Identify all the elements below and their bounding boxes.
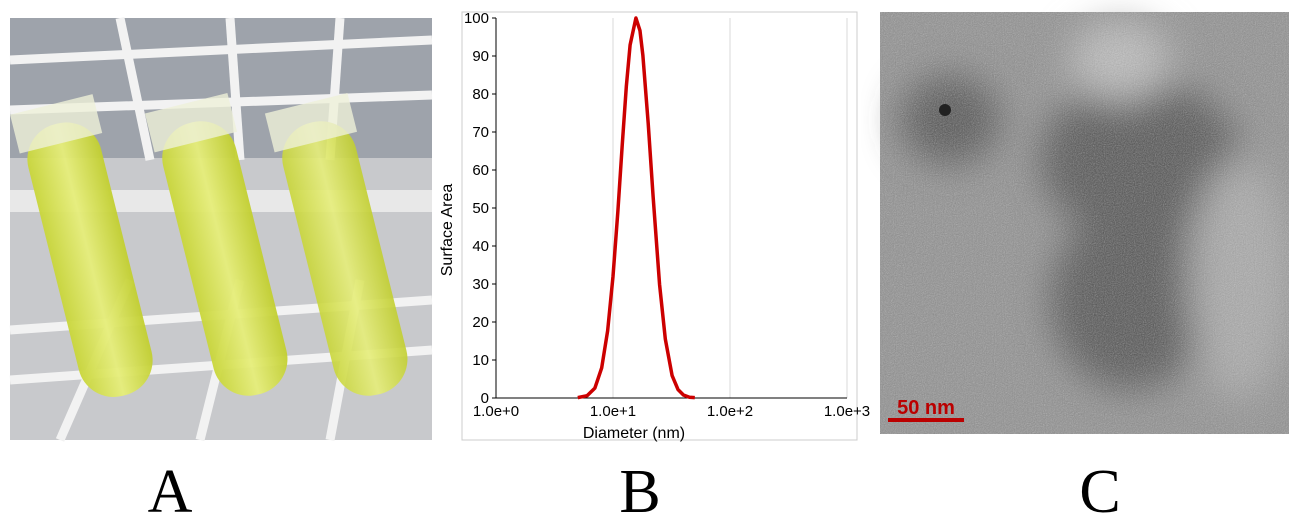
chart-frame (461, 11, 858, 441)
x-tick-label: 1.0e+2 (707, 403, 753, 420)
plot: 1.0e+0 1.0e+1 1.0e+2 1.0e+3 0 10 20 30 40 50 60 70 8… (464, 10, 870, 420)
y-tick-label: 10 (472, 352, 489, 369)
y-tick-label: 20 (472, 314, 489, 331)
y-tick-label: 90 (472, 48, 489, 65)
y-tick-label: 70 (472, 124, 489, 141)
y-tick-label: 0 (481, 390, 489, 407)
panel-label: A (148, 458, 193, 516)
photo-tubes (9, 17, 433, 442)
data-line (577, 16, 695, 400)
x-axis-label: Diameter (nm) (583, 425, 685, 442)
x-tick-label: 1.0e+0 (473, 403, 519, 420)
y-tick-label: 50 (472, 200, 489, 217)
x-tick-label: 1.0e+1 (590, 403, 636, 420)
y-tick-label: 80 (472, 86, 489, 103)
scale-bar-label: 50 nm (897, 397, 955, 419)
x-tick-label: 1.0e+3 (824, 403, 870, 420)
y-tick-label: 40 (472, 238, 489, 255)
panel-label: C (1079, 458, 1120, 516)
panel-label: B (619, 458, 660, 516)
y-tick-label: 60 (472, 162, 489, 179)
tem-image: 50 nm (880, 12, 1289, 434)
y-tick-label: 100 (464, 10, 489, 27)
y-axis-label: Surface Area (439, 184, 456, 277)
y-tick-label: 30 (472, 276, 489, 293)
